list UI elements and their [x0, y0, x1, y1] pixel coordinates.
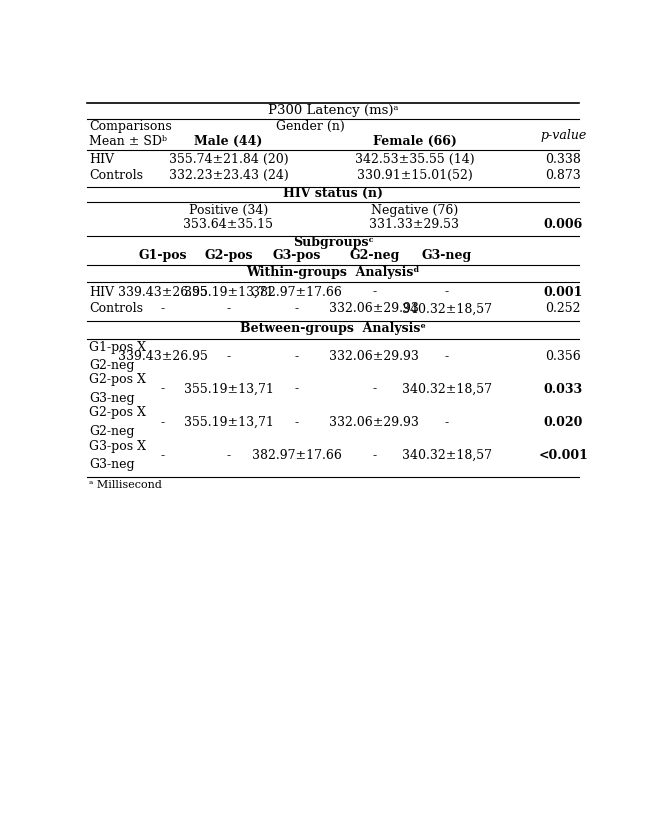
Text: -: -: [294, 383, 299, 396]
Text: -: -: [445, 351, 449, 363]
Text: HIV: HIV: [89, 286, 114, 299]
Text: G2-pos X: G2-pos X: [89, 407, 146, 420]
Text: 339.43±26.95: 339.43±26.95: [118, 351, 207, 363]
Text: Within-groups  Analysisᵈ: Within-groups Analysisᵈ: [246, 267, 420, 279]
Text: -: -: [445, 286, 449, 299]
Text: G3-pos X: G3-pos X: [89, 439, 146, 453]
Text: 339.43±26.95: 339.43±26.95: [118, 286, 207, 299]
Text: Male (44): Male (44): [194, 135, 263, 147]
Text: G3-neg: G3-neg: [89, 392, 135, 405]
Text: -: -: [372, 449, 376, 462]
Text: -: -: [445, 416, 449, 429]
Text: G3-neg: G3-neg: [89, 458, 135, 471]
Text: <0.001: <0.001: [538, 449, 588, 462]
Text: -: -: [161, 383, 164, 396]
Text: 330.91±15.01(52): 330.91±15.01(52): [357, 170, 473, 182]
Text: 332.06±29.93: 332.06±29.93: [330, 351, 419, 363]
Text: Mean ± SDᵇ: Mean ± SDᵇ: [89, 135, 167, 147]
Text: HIV status (n): HIV status (n): [283, 187, 383, 200]
Text: 0.252: 0.252: [545, 303, 581, 315]
Text: ᵃ Millisecond: ᵃ Millisecond: [89, 480, 162, 490]
Text: Controls: Controls: [89, 303, 143, 315]
Text: 342.53±35.55 (14): 342.53±35.55 (14): [355, 153, 474, 166]
Text: 0.356: 0.356: [545, 351, 581, 363]
Text: Subgroupsᶜ: Subgroupsᶜ: [292, 236, 374, 249]
Text: 0.006: 0.006: [543, 218, 583, 230]
Text: 340.32±18,57: 340.32±18,57: [402, 303, 492, 315]
Text: 353.64±35.15: 353.64±35.15: [183, 218, 274, 230]
Text: 332.23±23.43 (24): 332.23±23.43 (24): [168, 170, 289, 182]
Text: -: -: [161, 449, 164, 462]
Text: 382.97±17.66: 382.97±17.66: [252, 449, 342, 462]
Text: 340.32±18,57: 340.32±18,57: [402, 449, 492, 462]
Text: G1-pos: G1-pos: [138, 249, 187, 263]
Text: Between-groups  Analysisᵉ: Between-groups Analysisᵉ: [240, 323, 426, 336]
Text: 355.19±13,71: 355.19±13,71: [183, 416, 274, 429]
Text: -: -: [161, 303, 164, 315]
Text: 355.19±13,71: 355.19±13,71: [183, 286, 274, 299]
Text: G2-neg: G2-neg: [89, 425, 135, 438]
Text: 0.001: 0.001: [543, 286, 583, 299]
Text: 382.97±17.66: 382.97±17.66: [252, 286, 342, 299]
Text: 332.06±29.93: 332.06±29.93: [330, 303, 419, 315]
Text: Controls: Controls: [89, 170, 143, 182]
Text: G2-neg: G2-neg: [89, 360, 135, 373]
Text: 0.338: 0.338: [545, 153, 581, 166]
Text: -: -: [372, 286, 376, 299]
Text: Negative (76): Negative (76): [371, 204, 458, 217]
Text: Gender (n): Gender (n): [276, 120, 344, 133]
Text: Female (66): Female (66): [372, 135, 456, 147]
Text: -: -: [226, 351, 231, 363]
Text: G2-pos: G2-pos: [204, 249, 253, 263]
Text: -: -: [226, 449, 231, 462]
Text: -: -: [294, 416, 299, 429]
Text: G3-pos: G3-pos: [272, 249, 321, 263]
Text: -: -: [161, 416, 164, 429]
Text: -: -: [294, 303, 299, 315]
Text: p-value: p-value: [540, 129, 586, 142]
Text: 355.74±21.84 (20): 355.74±21.84 (20): [169, 153, 289, 166]
Text: HIV: HIV: [89, 153, 114, 166]
Text: G2-pos X: G2-pos X: [89, 374, 146, 386]
Text: 0.020: 0.020: [543, 416, 583, 429]
Text: -: -: [294, 351, 299, 363]
Text: Comparisons: Comparisons: [89, 120, 172, 133]
Text: -: -: [226, 303, 231, 315]
Text: 331.33±29.53: 331.33±29.53: [369, 218, 460, 230]
Text: G1-pos X: G1-pos X: [89, 341, 146, 354]
Text: 0.033: 0.033: [544, 383, 583, 396]
Text: G2-neg: G2-neg: [349, 249, 399, 263]
Text: 0.873: 0.873: [545, 170, 581, 182]
Text: G3-neg: G3-neg: [422, 249, 472, 263]
Text: -: -: [372, 383, 376, 396]
Text: Positive (34): Positive (34): [189, 204, 268, 217]
Text: 340.32±18,57: 340.32±18,57: [402, 383, 492, 396]
Text: 355.19±13,71: 355.19±13,71: [183, 383, 274, 396]
Text: 332.06±29.93: 332.06±29.93: [330, 416, 419, 429]
Text: P300 Latency (ms)ᵃ: P300 Latency (ms)ᵃ: [268, 104, 398, 117]
